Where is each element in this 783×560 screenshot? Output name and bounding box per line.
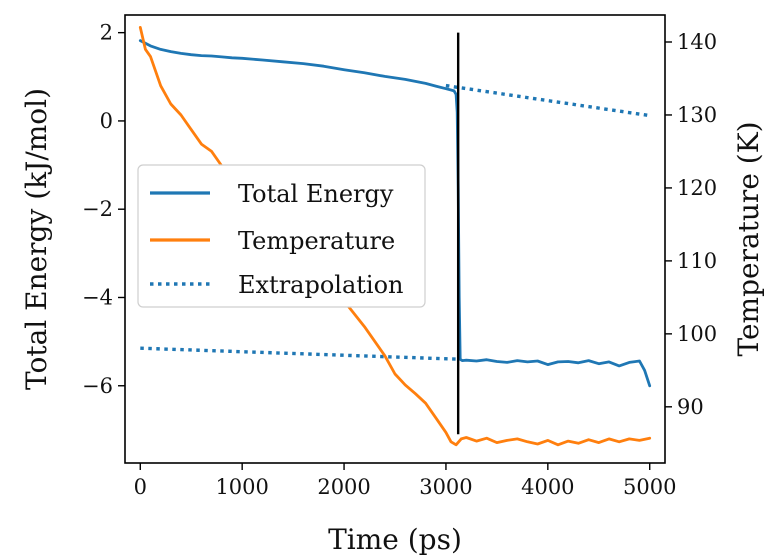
- y-left-tick: −4: [82, 285, 125, 309]
- x-tick-label: 5000: [623, 475, 676, 499]
- y-right-tick-label: 110: [677, 249, 717, 273]
- ticks-layer: 0 1000 2000 3000 4000 5000 2 0 −2 −4 −6 140 130 120 11…: [82, 21, 717, 499]
- y-left-tick-label: −4: [82, 285, 113, 309]
- x-tick: 0: [134, 463, 147, 499]
- y-left-tick: −2: [82, 197, 125, 221]
- x-tick: 3000: [419, 463, 473, 499]
- x-tick-label: 3000: [419, 475, 472, 499]
- y-right-tick: 100: [665, 322, 717, 346]
- x-tick-label: 0: [134, 475, 147, 499]
- y-left-tick-label: −6: [82, 374, 113, 398]
- y-left-axis-title: Total Energy (kJ/mol): [20, 88, 53, 390]
- y-right-tick-label: 130: [677, 103, 717, 127]
- x-tick-label: 1000: [215, 475, 268, 499]
- y-right-tick: 130: [665, 103, 717, 127]
- y-right-tick: 90: [665, 395, 704, 419]
- x-tick: 5000: [623, 463, 676, 499]
- x-tick-label: 4000: [521, 475, 574, 499]
- y-right-tick: 110: [665, 249, 717, 273]
- x-tick: 2000: [317, 463, 371, 499]
- plot-layer: [138, 25, 652, 447]
- y-left-tick: −6: [82, 374, 125, 398]
- y-left-tick-label: 0: [100, 109, 113, 133]
- y-right-tick-label: 100: [677, 322, 717, 346]
- y-right-tick: 140: [665, 30, 717, 54]
- y-left-tick: 0: [100, 109, 125, 133]
- y-right-tick-label: 90: [677, 395, 704, 419]
- plot-frame: [124, 14, 666, 464]
- legend-label-extrapolation: Extrapolation: [238, 271, 404, 299]
- legend-label-temperature: Temperature: [238, 227, 395, 255]
- y-right-tick-label: 140: [677, 30, 717, 54]
- legend: Total Energy Temperature Extrapolation: [137, 164, 426, 308]
- x-tick: 4000: [521, 463, 575, 499]
- y-right-axis-title: Temperature (K): [732, 121, 765, 356]
- y-left-tick-label: 2: [100, 21, 113, 45]
- x-tick-label: 2000: [317, 475, 370, 499]
- legend-box: [137, 164, 426, 308]
- x-axis-title: Time (ps): [328, 523, 462, 556]
- series-line-temperature-1: [138, 25, 652, 447]
- y-right-tick: 120: [665, 176, 717, 200]
- series-line-extrapolation-3: [140, 346, 462, 361]
- series-line-extrapolation-2: [445, 83, 650, 118]
- legend-label-total-energy: Total Energy: [238, 180, 394, 208]
- y-left-tick-label: −2: [82, 197, 113, 221]
- series-line-total-energy-0: [138, 39, 652, 388]
- x-tick: 1000: [215, 463, 269, 499]
- y-right-tick-label: 120: [677, 176, 717, 200]
- y-left-tick: 2: [100, 21, 125, 45]
